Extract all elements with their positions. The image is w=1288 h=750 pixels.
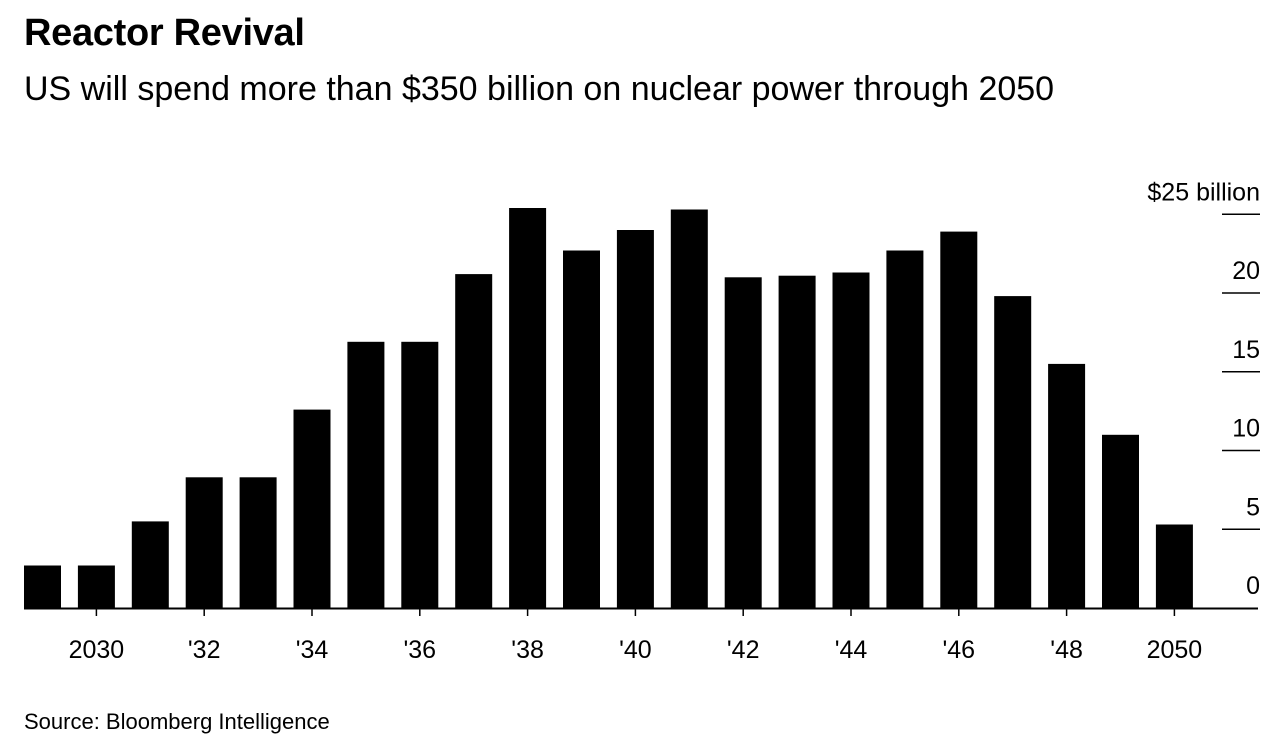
bar-2048 bbox=[1048, 363, 1086, 608]
y-axis: 0 5 10 15 20 $25 billion bbox=[1147, 178, 1260, 600]
x-tick-label-2038: '38 bbox=[511, 636, 544, 664]
bar-2036 bbox=[401, 341, 439, 608]
y-tick-label-10: 10 bbox=[1232, 415, 1260, 443]
y-tick-label-5: 5 bbox=[1246, 493, 1260, 521]
y-tick-label-15: 15 bbox=[1232, 336, 1260, 364]
bar-2039 bbox=[563, 250, 600, 608]
bar-2035 bbox=[347, 341, 385, 608]
bar-chart: 0 5 10 15 20 $25 billion 2030 '32 '34 '36 '38 '40 '… bbox=[24, 178, 1260, 664]
bar-2034 bbox=[293, 409, 331, 608]
bar-2031 bbox=[131, 521, 169, 608]
bar-2037 bbox=[455, 274, 493, 608]
bar-2040 bbox=[616, 230, 654, 608]
x-tick-label-2050: 2050 bbox=[1147, 636, 1203, 664]
x-tick-label-2030: 2030 bbox=[69, 636, 125, 664]
bar-2029 bbox=[24, 565, 61, 608]
x-tick-label-2042: '42 bbox=[727, 636, 760, 664]
bar-2038 bbox=[509, 208, 547, 608]
bar-2044 bbox=[832, 272, 870, 608]
bar-2042 bbox=[724, 277, 762, 609]
bar-series bbox=[24, 208, 1193, 609]
bar-2045 bbox=[886, 250, 924, 608]
y-tick-label-20: 20 bbox=[1232, 257, 1260, 285]
bar-2033 bbox=[239, 477, 277, 608]
x-tick-label-2044: '44 bbox=[835, 636, 868, 664]
bar-2032 bbox=[185, 477, 223, 608]
y-tick-label-0: 0 bbox=[1246, 572, 1260, 600]
source-note: Source: Bloomberg Intelligence bbox=[24, 709, 330, 734]
x-tick-label-2046: '46 bbox=[943, 636, 976, 664]
x-tick-label-2048: '48 bbox=[1050, 636, 1083, 664]
x-tick-label-2032: '32 bbox=[188, 636, 221, 664]
x-tick-label-2034: '34 bbox=[296, 636, 329, 664]
bar-2050 bbox=[1155, 524, 1193, 608]
x-axis: 2030 '32 '34 '36 '38 '40 '42 '44 '46 '48 2050 bbox=[24, 607, 1258, 664]
chart-title: Reactor Revival bbox=[24, 12, 305, 54]
bar-2041 bbox=[670, 209, 708, 608]
x-tick-label-2040: '40 bbox=[619, 636, 652, 664]
bar-2043 bbox=[778, 275, 816, 608]
bar-2047 bbox=[994, 296, 1032, 608]
bar-2046 bbox=[940, 231, 978, 608]
bar-2030 bbox=[77, 565, 115, 608]
y-tick-label-25: $25 billion bbox=[1147, 178, 1260, 206]
bar-2049 bbox=[1102, 434, 1139, 609]
x-tick-label-2036: '36 bbox=[404, 636, 437, 664]
chart-subtitle: US will spend more than $350 billion on … bbox=[24, 70, 1055, 108]
